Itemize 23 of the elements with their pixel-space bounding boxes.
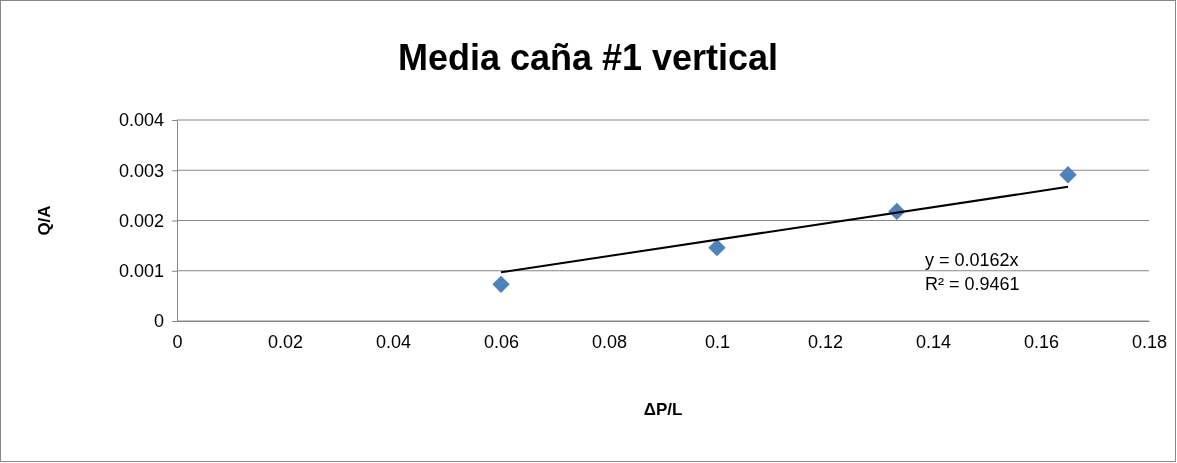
annotation: y = 0.0162x <box>925 250 1019 270</box>
y-tick-label: 0 <box>153 311 164 332</box>
x-tick-label: 0.12 <box>807 331 844 352</box>
x-tick-label: 0.08 <box>591 331 628 352</box>
y-tick-label: 0.004 <box>118 110 164 131</box>
x-tick-label: 0.06 <box>483 331 520 352</box>
chart-title: Media caña #1 vertical <box>397 37 779 78</box>
y-tick-label: 0.003 <box>118 160 164 181</box>
x-tick-label: 0.1 <box>704 331 731 352</box>
x-tick-label: 0.04 <box>375 331 412 352</box>
point <box>708 238 726 257</box>
x-tick-label: 0.18 <box>1131 331 1168 352</box>
y-axis-title: Q/A <box>35 205 54 236</box>
point <box>492 275 510 293</box>
x-tick-label: 0.16 <box>1023 331 1060 352</box>
point <box>1059 166 1077 184</box>
x-tick-label: 0 <box>172 331 183 352</box>
y-tick-label: 0.002 <box>118 210 164 231</box>
annotation: R² = 0.9461 <box>925 274 1020 294</box>
y-tick-label: 0.001 <box>118 261 164 282</box>
x-tick-label: 0.02 <box>267 331 304 352</box>
x-axis-title: ΔP/L <box>643 400 683 419</box>
x-tick-label: 0.14 <box>915 331 952 352</box>
